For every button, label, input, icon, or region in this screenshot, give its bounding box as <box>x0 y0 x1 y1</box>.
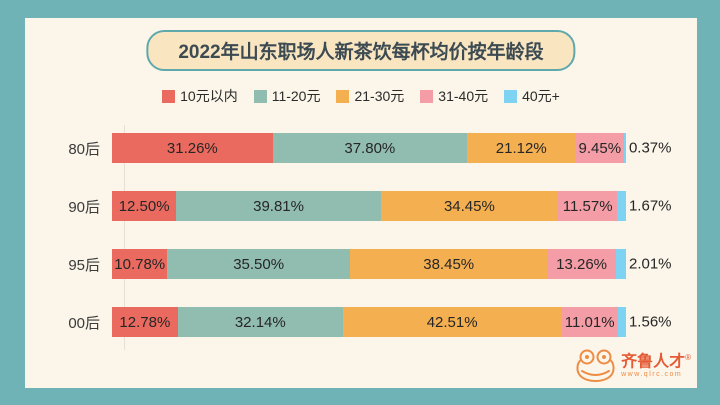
legend-swatch <box>336 89 350 103</box>
brand-logo: 齐鲁人才® www.qlrc.com <box>575 348 691 384</box>
segment-value-label: 39.81% <box>253 197 304 215</box>
bar-track: 12.50% 39.81% 34.45% 11.57% 1.67% <box>112 191 672 221</box>
chart-rows: 80后 31.26% 37.80% 21.12% 9.45% 0.37% 90后 12.50%… <box>25 133 697 337</box>
bar-segment: 2.01% <box>615 249 672 279</box>
segment-value-label: 11.01% <box>564 313 615 331</box>
legend-label: 11-20元 <box>271 88 321 104</box>
segment-value-label: 38.45% <box>423 255 475 273</box>
bar-segment: 1.67% <box>617 191 672 221</box>
segment-value-label: 12.78% <box>119 313 171 331</box>
y-axis-line <box>124 125 125 350</box>
segment-value-label: 13.26% <box>556 255 608 273</box>
segment-value-label: 11.57% <box>562 197 613 215</box>
legend-label: 21-30元 <box>354 88 405 104</box>
chart-title: 2022年山东职场人新茶饮每杯均价按年龄段 <box>146 30 576 71</box>
bar-segment: 12.50% <box>112 191 177 221</box>
bar-segment: 9.45% <box>575 133 625 163</box>
chart-panel: 2022年山东职场人新茶饮每杯均价按年龄段 10元以内 11-20元 21-30元 3… <box>25 18 697 388</box>
segment-value-label: 34.45% <box>443 197 495 215</box>
logo-name: 齐鲁人才® <box>621 352 691 371</box>
legend-label: 40元+ <box>522 88 560 104</box>
logo-url: www.qlrc.com <box>621 371 683 379</box>
bar-track: 10.78% 35.50% 38.45% 13.26% 2.01% <box>112 249 672 279</box>
bar-segment: 0.37% <box>624 133 672 163</box>
legend-item: 21-30元 <box>336 86 404 106</box>
bar-segment: 42.51% <box>342 307 562 337</box>
segment-value-label: 0.37% <box>628 139 672 157</box>
bar-segment: 32.14% <box>177 307 343 337</box>
legend-swatch <box>420 89 434 103</box>
category-label: 80后 <box>68 140 100 158</box>
segment-value-label: 1.67% <box>628 197 672 215</box>
bar-row: 80后 31.26% 37.80% 21.12% 9.45% 0.37% <box>25 133 697 163</box>
bar-segment: 35.50% <box>167 249 350 279</box>
frog-mascot-icon <box>576 349 615 383</box>
segment-value-label: 42.51% <box>426 313 478 331</box>
segment-value-label: 35.50% <box>233 255 285 273</box>
legend-item: 40元+ <box>504 86 560 106</box>
legend-item: 10元以内 <box>162 86 238 106</box>
bar-row: 00后 12.78% 32.14% 42.51% 11.01% 1.56% <box>25 307 697 337</box>
bar-segment: 38.45% <box>349 249 548 279</box>
logo-text-block: 齐鲁人才® www.qlrc.com <box>621 352 691 379</box>
legend-swatch <box>253 89 267 103</box>
category-label: 00后 <box>68 314 100 332</box>
bar-segment: 11.01% <box>561 307 618 337</box>
segment-value-label: 21.12% <box>495 139 547 157</box>
segment-value-label: 12.50% <box>118 197 170 215</box>
bar-segment: 12.78% <box>112 307 178 337</box>
bar-segment: 11.57% <box>557 191 618 221</box>
segment-value-label: 31.26% <box>166 139 218 157</box>
segment-value-label: 9.45% <box>578 139 622 157</box>
bar-track: 31.26% 37.80% 21.12% 9.45% 0.37% <box>112 133 672 163</box>
segment-value-label: 2.01% <box>628 255 672 273</box>
category-label: 95后 <box>68 256 100 274</box>
segment-value-label: 32.14% <box>234 313 286 331</box>
category-label: 90后 <box>68 198 100 216</box>
segment-value-label: 1.56% <box>628 313 672 331</box>
legend-swatch <box>504 89 518 103</box>
bar-segment: 21.12% <box>466 133 576 163</box>
bar-segment: 13.26% <box>547 249 616 279</box>
bar-segment: 10.78% <box>112 249 168 279</box>
registered-mark: ® <box>685 352 691 362</box>
bar-track: 12.78% 32.14% 42.51% 11.01% 1.56% <box>112 307 672 337</box>
bar-segment: 39.81% <box>176 191 381 221</box>
bar-segment: 34.45% <box>380 191 558 221</box>
bar-segment: 37.80% <box>272 133 467 163</box>
stacked-bar-chart: 80后 31.26% 37.80% 21.12% 9.45% 0.37% 90后 12.50%… <box>25 125 697 365</box>
legend-label: 31-40元 <box>438 88 489 104</box>
segment-value-label: 37.80% <box>344 139 396 157</box>
segment-value-label: 10.78% <box>114 255 166 273</box>
legend: 10元以内 11-20元 21-30元 31-40元 40元+ <box>25 86 697 106</box>
legend-swatch <box>162 89 176 103</box>
bar-segment: 1.56% <box>617 307 672 337</box>
bar-row: 95后 10.78% 35.50% 38.45% 13.26% 2.01% <box>25 249 697 279</box>
bar-row: 90后 12.50% 39.81% 34.45% 11.57% 1.67% <box>25 191 697 221</box>
legend-item: 11-20元 <box>253 86 321 106</box>
legend-label: 10元以内 <box>180 88 238 104</box>
legend-item: 31-40元 <box>420 86 488 106</box>
bar-segment: 31.26% <box>112 133 273 163</box>
